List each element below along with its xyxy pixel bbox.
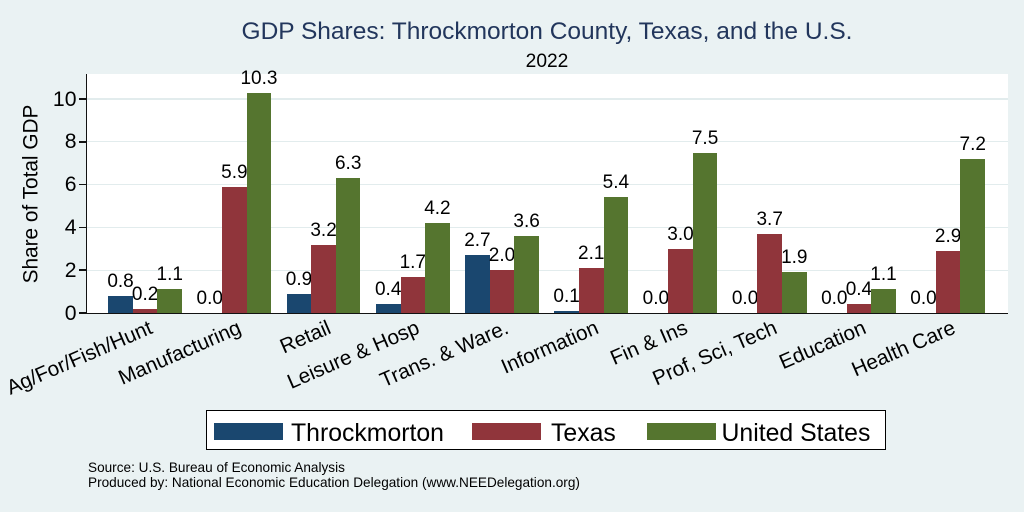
y-tick-label-0: 0 [64, 301, 77, 325]
bar-value-label: 0.4 [845, 279, 873, 301]
bar-texas-3 [311, 244, 336, 313]
bar-texas-1 [132, 308, 158, 313]
bar-texas-2 [222, 186, 247, 313]
bar-united-states-1 [157, 289, 183, 313]
y-tick-8 [78, 141, 86, 143]
bar-value-label: 6.3 [334, 153, 362, 175]
bar-texas-7 [668, 248, 693, 313]
bar-value-label: 1.7 [399, 251, 427, 273]
y-tick-0 [78, 312, 86, 314]
x-axis-line [85, 312, 1008, 315]
y-tick-label-4: 4 [64, 215, 77, 239]
y-tick-label-10: 10 [52, 87, 77, 111]
bar-value-label: 1.9 [781, 247, 808, 269]
bar-united-states-4 [425, 223, 450, 313]
legend-swatch-texas [472, 422, 541, 440]
y-tick-label-8: 8 [64, 130, 77, 154]
x-tick-label-1: Ag/For/Fish/Hunt [2, 316, 156, 400]
bar-texas-10 [935, 250, 961, 313]
y-axis-title: Share of Total GDP [19, 104, 42, 283]
bar-value-label: 0.2 [131, 283, 159, 305]
bar-texas-4 [400, 276, 426, 313]
bar-value-label: 7.2 [959, 133, 986, 155]
bar-throckmorton-5 [465, 255, 490, 313]
gridline-y6 [87, 183, 1008, 186]
legend-swatch-throckmorton [213, 422, 283, 440]
legend-label-texas: Texas [551, 419, 616, 447]
bar-value-label: 0.1 [553, 285, 580, 307]
bar-throckmorton-6 [554, 310, 579, 313]
bar-value-label: 4.2 [424, 198, 451, 220]
bar-value-label: 2.7 [464, 230, 491, 252]
bar-value-label: 0.0 [821, 288, 848, 309]
chart-title: GDP Shares: Throckmorton County, Texas, … [241, 18, 853, 45]
bar-united-states-6 [603, 197, 629, 313]
bar-texas-9 [846, 304, 872, 313]
bar-united-states-2 [246, 92, 272, 313]
y-tick-4 [78, 226, 86, 229]
x-tick-label-3: Retail [276, 316, 334, 359]
y-tick-6 [78, 183, 86, 186]
gridline-y10 [87, 98, 1008, 100]
bar-value-label: 1.1 [870, 264, 897, 286]
chart-subtitle: 2022 [525, 50, 569, 72]
bar-value-label: 0.8 [107, 270, 134, 292]
bar-united-states-5 [514, 235, 539, 313]
gridline-y4 [87, 226, 1008, 229]
bar-value-label: 0.9 [285, 268, 313, 290]
bar-texas-6 [578, 268, 604, 313]
bar-value-label: 3.6 [513, 210, 540, 232]
legend: Throckmorton Texas United States [205, 409, 886, 450]
bar-value-label: 0.0 [196, 288, 223, 309]
y-tick-2 [78, 269, 86, 271]
producer-note: Produced by: National Economic Education… [88, 475, 580, 490]
source-note: Source: U.S. Bureau of Economic Analysis [88, 459, 345, 475]
bar-value-label: 0.0 [731, 288, 759, 309]
y-axis-line [85, 74, 88, 315]
bar-value-label: 2.9 [934, 225, 962, 247]
bar-throckmorton-3 [286, 293, 312, 313]
bar-value-label: 5.4 [602, 172, 630, 194]
bar-throckmorton-1 [108, 295, 133, 313]
bar-united-states-10 [960, 158, 986, 313]
legend-label-united-states: United States [721, 419, 871, 447]
bar-value-label: 7.5 [691, 127, 719, 149]
y-tick-10 [78, 98, 86, 100]
gridline-y8 [87, 141, 1008, 143]
notes: Source: U.S. Bureau of Economic Analysis… [88, 460, 580, 491]
bar-texas-5 [489, 270, 515, 313]
bar-value-label: 0.4 [374, 279, 402, 301]
bar-texas-8 [757, 233, 782, 313]
bar-united-states-9 [871, 289, 896, 313]
bar-value-label: 3.0 [667, 223, 694, 245]
x-tick-label-6: Information [497, 316, 602, 379]
bar-value-label: 0.0 [642, 288, 670, 309]
legend-swatch-united-states [646, 422, 716, 440]
bar-united-states-8 [781, 272, 807, 313]
y-tick-label-2: 2 [64, 258, 77, 282]
bar-value-label: 2.1 [578, 243, 605, 265]
bar-throckmorton-4 [375, 304, 401, 313]
bar-value-label: 3.7 [756, 208, 783, 230]
y-tick-label-6: 6 [64, 173, 77, 197]
gridline-y2 [87, 269, 1008, 271]
bar-value-label: 2.0 [488, 245, 516, 267]
bar-value-label: 1.1 [156, 264, 183, 286]
legend-label-throckmorton: Throckmorton [291, 419, 444, 447]
bar-value-label: 5.9 [221, 161, 248, 183]
bar-value-label: 3.2 [310, 219, 337, 241]
bar-united-states-3 [335, 178, 361, 313]
bar-value-label: 10.3 [240, 67, 278, 89]
bar-value-label: 0.0 [910, 288, 937, 309]
bar-united-states-7 [692, 152, 718, 313]
